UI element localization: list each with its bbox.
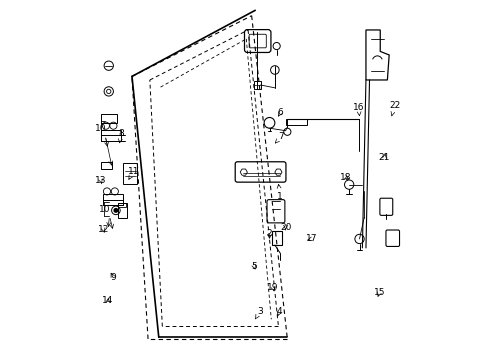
Text: 15: 15 bbox=[373, 288, 385, 297]
Bar bbox=[103, 194, 123, 205]
Text: 4: 4 bbox=[276, 307, 282, 316]
Text: 3: 3 bbox=[255, 307, 262, 319]
Text: 16: 16 bbox=[352, 103, 364, 116]
Text: 18: 18 bbox=[339, 173, 350, 182]
Text: 2: 2 bbox=[266, 229, 272, 238]
Text: 17: 17 bbox=[305, 234, 317, 243]
Bar bbox=[101, 130, 121, 141]
Text: 10: 10 bbox=[95, 124, 106, 133]
Bar bbox=[101, 114, 117, 123]
Text: 13: 13 bbox=[95, 176, 106, 185]
Text: 22: 22 bbox=[388, 101, 399, 116]
Text: 7: 7 bbox=[275, 132, 284, 143]
Text: 6: 6 bbox=[277, 108, 283, 117]
Text: 20: 20 bbox=[279, 222, 291, 231]
Text: 8: 8 bbox=[118, 129, 124, 143]
Text: 14: 14 bbox=[102, 296, 114, 305]
Bar bbox=[285, 119, 306, 125]
Text: 12: 12 bbox=[98, 225, 109, 234]
Bar bbox=[118, 203, 125, 207]
Bar bbox=[118, 203, 126, 217]
Bar bbox=[254, 81, 260, 89]
Bar bbox=[101, 162, 111, 169]
Text: 19: 19 bbox=[267, 283, 278, 292]
Text: 11: 11 bbox=[128, 167, 139, 179]
Text: 9: 9 bbox=[110, 273, 116, 282]
Text: 21: 21 bbox=[378, 153, 389, 162]
Bar bbox=[272, 231, 282, 245]
Text: 5: 5 bbox=[251, 262, 257, 271]
Bar bbox=[123, 163, 137, 184]
Circle shape bbox=[114, 208, 118, 212]
Text: 1: 1 bbox=[277, 184, 283, 201]
Text: 10: 10 bbox=[99, 205, 110, 214]
